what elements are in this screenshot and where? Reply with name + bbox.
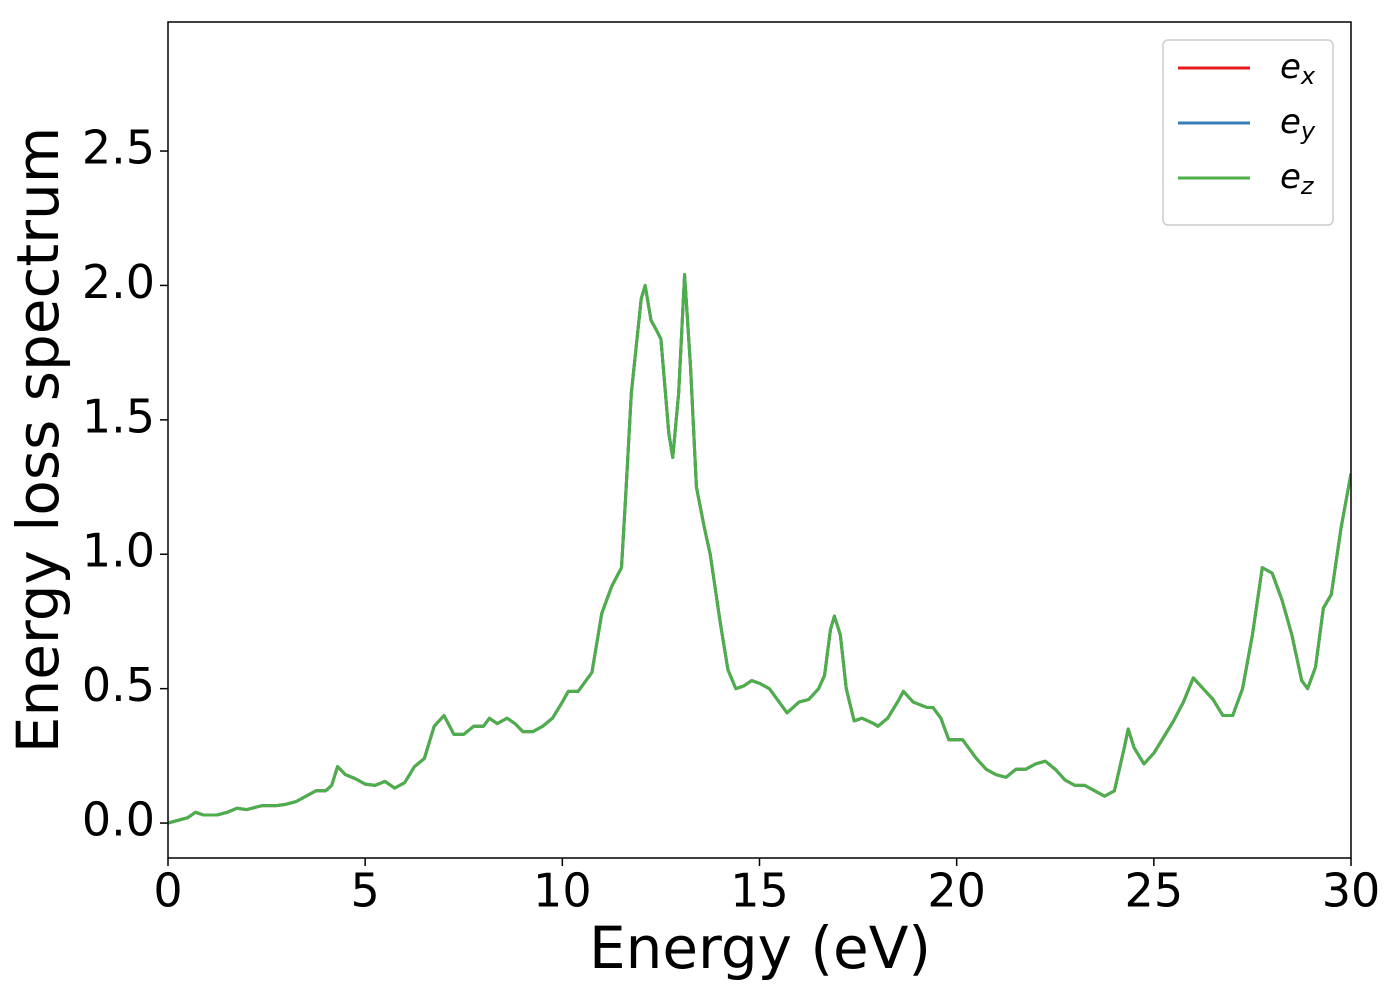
x-tick-label: 30 — [1322, 864, 1381, 918]
y-axis-label: Energy loss spectrum — [4, 127, 72, 753]
x-tick-label: 0 — [153, 864, 182, 918]
y-tick-label: 1.0 — [82, 524, 155, 578]
y-tick-label: 0.0 — [82, 793, 155, 847]
x-tick-label: 20 — [927, 864, 986, 918]
legend-label: ey — [1280, 102, 1316, 146]
x-axis-label: Energy (eV) — [589, 914, 931, 982]
series-line — [168, 273, 1351, 825]
x-tick-label: 5 — [351, 864, 380, 918]
y-tick-label: 2.0 — [82, 255, 155, 309]
x-tick-label: 15 — [730, 864, 789, 918]
y-tick-label: 1.5 — [82, 389, 155, 443]
series-line — [168, 273, 1351, 825]
y-tick-label: 0.5 — [82, 658, 155, 712]
x-tick-label: 10 — [533, 864, 592, 918]
x-tick-label: 25 — [1125, 864, 1184, 918]
series-line — [168, 273, 1351, 825]
plot-frame — [167, 21, 1352, 859]
legend-label: ez — [1280, 157, 1315, 201]
y-tick-label: 2.5 — [82, 121, 155, 175]
legend-label: ex — [1280, 47, 1316, 91]
